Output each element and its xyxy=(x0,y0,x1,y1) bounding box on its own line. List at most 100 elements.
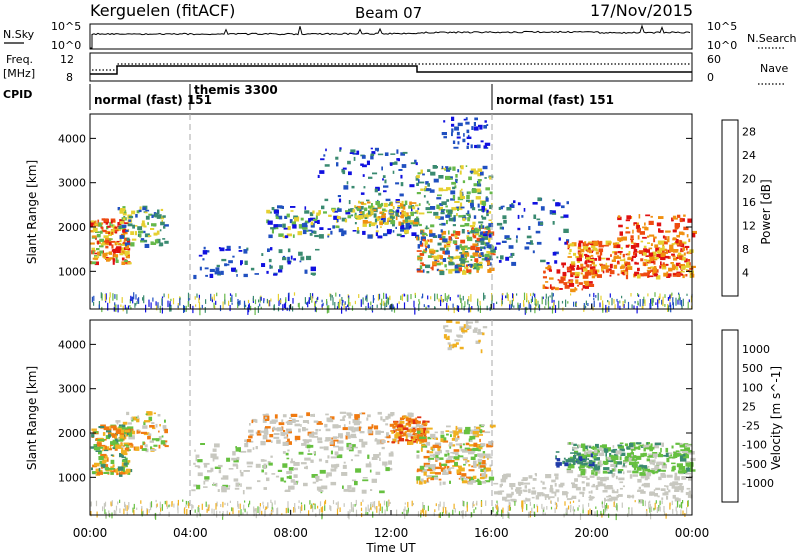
velocity-cell xyxy=(607,469,610,472)
power-cell xyxy=(630,245,636,249)
power-cell xyxy=(337,303,340,308)
power-cell xyxy=(386,300,388,307)
power-cell xyxy=(616,261,620,265)
velocity-cell xyxy=(330,481,337,486)
power-cell xyxy=(99,250,104,254)
power-cell xyxy=(229,293,232,296)
velocity-cell xyxy=(137,415,139,419)
velocity-cell xyxy=(258,512,260,516)
velocity-cell xyxy=(617,445,624,449)
velocity-cell xyxy=(618,494,623,497)
velocity-cell xyxy=(458,511,461,515)
velocity-cell xyxy=(417,416,422,419)
velocity-cell xyxy=(346,446,351,449)
velocity-cell xyxy=(588,459,593,464)
velocity-cell xyxy=(554,501,556,506)
velocity-cell xyxy=(121,424,126,428)
power-cell xyxy=(254,299,257,305)
velocity-cell xyxy=(303,439,310,444)
velocity-cell xyxy=(442,481,446,485)
velocity-cell xyxy=(612,491,619,494)
power-cell xyxy=(467,230,469,232)
velocity-cell xyxy=(330,456,337,459)
velocity-cell xyxy=(515,489,521,492)
power-cell xyxy=(608,301,610,305)
velocity-cell xyxy=(651,468,658,471)
power-cell xyxy=(418,179,420,184)
power-cell xyxy=(532,292,534,296)
power-cell xyxy=(496,301,498,304)
power-cell xyxy=(362,220,368,224)
velocity-cell xyxy=(362,499,364,503)
power-cell xyxy=(157,209,160,214)
power-cell xyxy=(467,210,470,215)
power-cell xyxy=(458,267,462,272)
power-cell xyxy=(610,254,612,257)
power-cell xyxy=(336,208,342,212)
power-cell xyxy=(567,244,571,249)
power-cell xyxy=(583,267,588,272)
power-cell xyxy=(416,216,419,219)
power-cell xyxy=(488,251,491,255)
velocity-cell xyxy=(109,425,111,431)
power-cell xyxy=(282,304,284,311)
station-title: Kerguelen (fitACF) xyxy=(90,1,235,20)
velocity-cell xyxy=(336,463,340,468)
power-cell xyxy=(535,230,541,234)
velocity-cell xyxy=(225,487,230,490)
power-cell xyxy=(252,295,254,302)
velocity-cell xyxy=(531,507,533,514)
power-cell xyxy=(406,212,409,217)
velocity-cell xyxy=(603,467,610,470)
power-cell xyxy=(421,233,427,236)
velocity-cell xyxy=(269,434,274,438)
power-cell xyxy=(465,121,470,125)
velocity-cell xyxy=(467,448,473,453)
power-cell xyxy=(648,247,653,250)
power-cell xyxy=(621,265,624,269)
velocity-cell xyxy=(486,456,493,459)
velocity-cell xyxy=(616,461,623,465)
velocity-cell xyxy=(593,464,598,469)
power-cell xyxy=(144,243,150,248)
velocity-cell xyxy=(112,433,116,438)
power-cell xyxy=(440,229,443,233)
velocity-cell xyxy=(276,508,278,516)
power-cell xyxy=(598,244,604,248)
velocity-cell xyxy=(611,475,615,478)
velocity-cell xyxy=(595,485,600,487)
velocity-cell xyxy=(227,502,229,506)
power-cell xyxy=(419,258,423,262)
power-cell xyxy=(434,293,436,302)
velocity-colorbar-tick-label: -100 xyxy=(742,439,767,452)
power-cell xyxy=(486,244,492,249)
power-cell xyxy=(416,182,419,186)
power-cell xyxy=(167,300,169,308)
velocity-cell xyxy=(411,500,413,507)
power-cell xyxy=(110,218,116,223)
power-cell xyxy=(509,304,511,310)
power-cell xyxy=(422,250,427,254)
power-cell xyxy=(237,299,239,305)
velocity-cell xyxy=(420,509,422,516)
velocity-cell xyxy=(112,447,118,450)
velocity-cell xyxy=(386,434,391,439)
power-cell xyxy=(392,230,395,233)
velocity-cell xyxy=(246,461,254,465)
power-cell xyxy=(154,213,158,218)
velocity-cell xyxy=(334,451,339,456)
velocity-cell xyxy=(298,500,300,503)
velocity-cell xyxy=(591,472,595,475)
power-cell xyxy=(595,271,597,275)
power-cell xyxy=(669,302,671,308)
velocity-cell xyxy=(282,441,289,446)
velocity-cell xyxy=(499,483,502,488)
power-cell xyxy=(446,295,448,303)
velocity-cell xyxy=(412,435,420,438)
velocity-cell xyxy=(123,462,128,466)
velocity-cell xyxy=(110,444,113,446)
power-cell xyxy=(383,190,387,193)
power-cell xyxy=(119,238,122,243)
velocity-cell xyxy=(582,456,588,461)
power-cell xyxy=(471,126,474,130)
